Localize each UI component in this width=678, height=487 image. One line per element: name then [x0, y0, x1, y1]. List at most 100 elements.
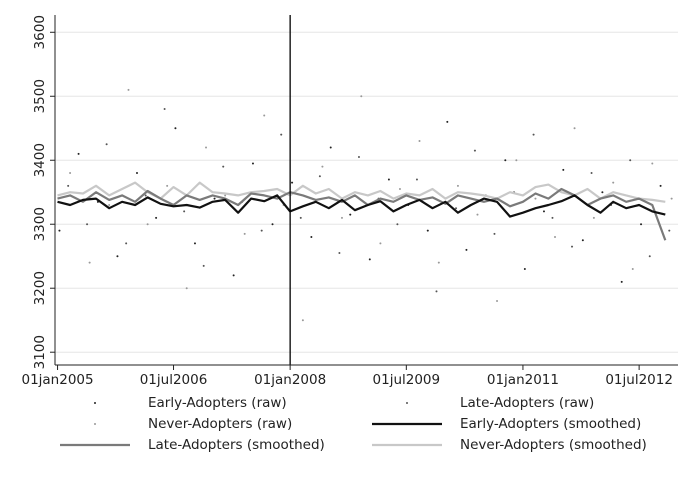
raw-point: [551, 216, 554, 219]
raw-point: [222, 165, 225, 168]
raw-point: [77, 152, 80, 155]
raw-point: [232, 274, 235, 277]
raw-point: [648, 255, 651, 258]
x-tick-label: 01jul2009: [373, 372, 441, 388]
raw-point: [379, 242, 382, 245]
raw-point: [473, 149, 476, 152]
raw-point: [135, 172, 138, 175]
raw-point: [299, 216, 302, 219]
x-tick-label: 01jul2012: [605, 372, 673, 388]
raw-point: [601, 191, 604, 194]
raw-point: [318, 175, 321, 178]
raw-point: [360, 95, 363, 98]
legend-label: Never-Adopters (raw): [148, 416, 292, 432]
legend-entry: Never-Adopters (raw): [94, 416, 292, 432]
raw-point: [542, 210, 545, 213]
legend-label: Never-Adopters (smoothed): [460, 437, 647, 453]
raw-point: [651, 162, 654, 165]
raw-point: [437, 261, 440, 264]
raw-point: [396, 223, 399, 226]
raw-point: [251, 162, 254, 165]
raw-point: [418, 140, 421, 143]
raw-point: [612, 181, 615, 184]
legend-label: Late-Adopters (raw): [460, 395, 594, 411]
raw-point: [496, 300, 499, 303]
raw-point: [357, 156, 360, 159]
raw-point: [620, 280, 623, 283]
raw-point: [301, 319, 304, 322]
raw-point: [435, 290, 438, 293]
raw-point: [58, 229, 61, 232]
raw-point: [193, 242, 196, 245]
raw-point: [340, 216, 343, 219]
x-tick-label: 01jan2008: [254, 372, 326, 388]
raw-point: [523, 268, 526, 271]
raw-point: [243, 232, 246, 235]
x-tick-label: 01jul2006: [140, 372, 208, 388]
raw-point: [668, 229, 671, 232]
raw-point: [515, 159, 518, 162]
raw-point: [67, 184, 70, 187]
raw-point: [88, 261, 91, 264]
raw-point: [291, 181, 294, 184]
smoothed-line: [57, 187, 667, 241]
smoothed-line: [57, 194, 666, 218]
raw-point: [349, 213, 352, 216]
raw-point: [554, 236, 557, 239]
raw-point: [280, 133, 283, 136]
raw-point: [446, 120, 449, 123]
raw-point: [592, 216, 595, 219]
raw-point: [338, 252, 341, 255]
raw-point: [456, 184, 459, 187]
legend-entry: Never-Adopters (smoothed): [372, 437, 647, 453]
raw-point: [368, 258, 371, 261]
raw-point: [108, 204, 111, 207]
y-tick-label: 3300: [32, 207, 48, 241]
legend-entry: Early-Adopters (raw): [94, 395, 287, 411]
legend-symbol: [94, 423, 96, 425]
raw-point: [260, 229, 263, 232]
raw-point: [415, 178, 418, 181]
raw-point: [105, 143, 108, 146]
raw-point: [310, 236, 313, 239]
raw-point: [493, 232, 496, 235]
y-tick-label: 3500: [32, 79, 48, 113]
raw-point: [659, 184, 662, 187]
raw-point: [202, 264, 205, 267]
raw-point: [166, 184, 169, 187]
raw-point: [185, 287, 188, 290]
legend-symbol: [94, 402, 96, 404]
raw-point: [329, 146, 332, 149]
y-tick-label: 3600: [32, 15, 48, 49]
raw-point: [631, 268, 634, 271]
raw-point: [183, 210, 186, 213]
raw-point: [571, 245, 574, 248]
raw-point: [271, 223, 274, 226]
raw-point: [263, 114, 266, 117]
raw-point: [155, 216, 158, 219]
raw-point: [465, 248, 468, 251]
raw-point: [144, 194, 147, 197]
raw-point: [534, 197, 537, 200]
legend-label: Early-Adopters (smoothed): [460, 416, 641, 432]
raw-point: [125, 242, 128, 245]
raw-point: [573, 127, 576, 130]
raw-point: [504, 159, 507, 162]
raw-point: [127, 88, 130, 91]
legend-label: Early-Adopters (raw): [148, 395, 287, 411]
raw-point: [205, 146, 208, 149]
raw-point: [426, 229, 429, 232]
legend-symbol: [406, 402, 408, 404]
x-tick-label: 01jan2005: [21, 372, 93, 388]
legend-entry: Late-Adopters (raw): [406, 395, 594, 411]
raw-point: [69, 172, 72, 175]
raw-point: [590, 172, 593, 175]
raw-point: [398, 188, 401, 191]
raw-point: [629, 159, 632, 162]
raw-point: [163, 108, 166, 111]
raw-point: [387, 178, 390, 181]
x-tick-label: 01jan2011: [487, 372, 559, 388]
legend-entry: Early-Adopters (smoothed): [372, 416, 641, 432]
legend-entry: Late-Adopters (smoothed): [60, 437, 325, 453]
